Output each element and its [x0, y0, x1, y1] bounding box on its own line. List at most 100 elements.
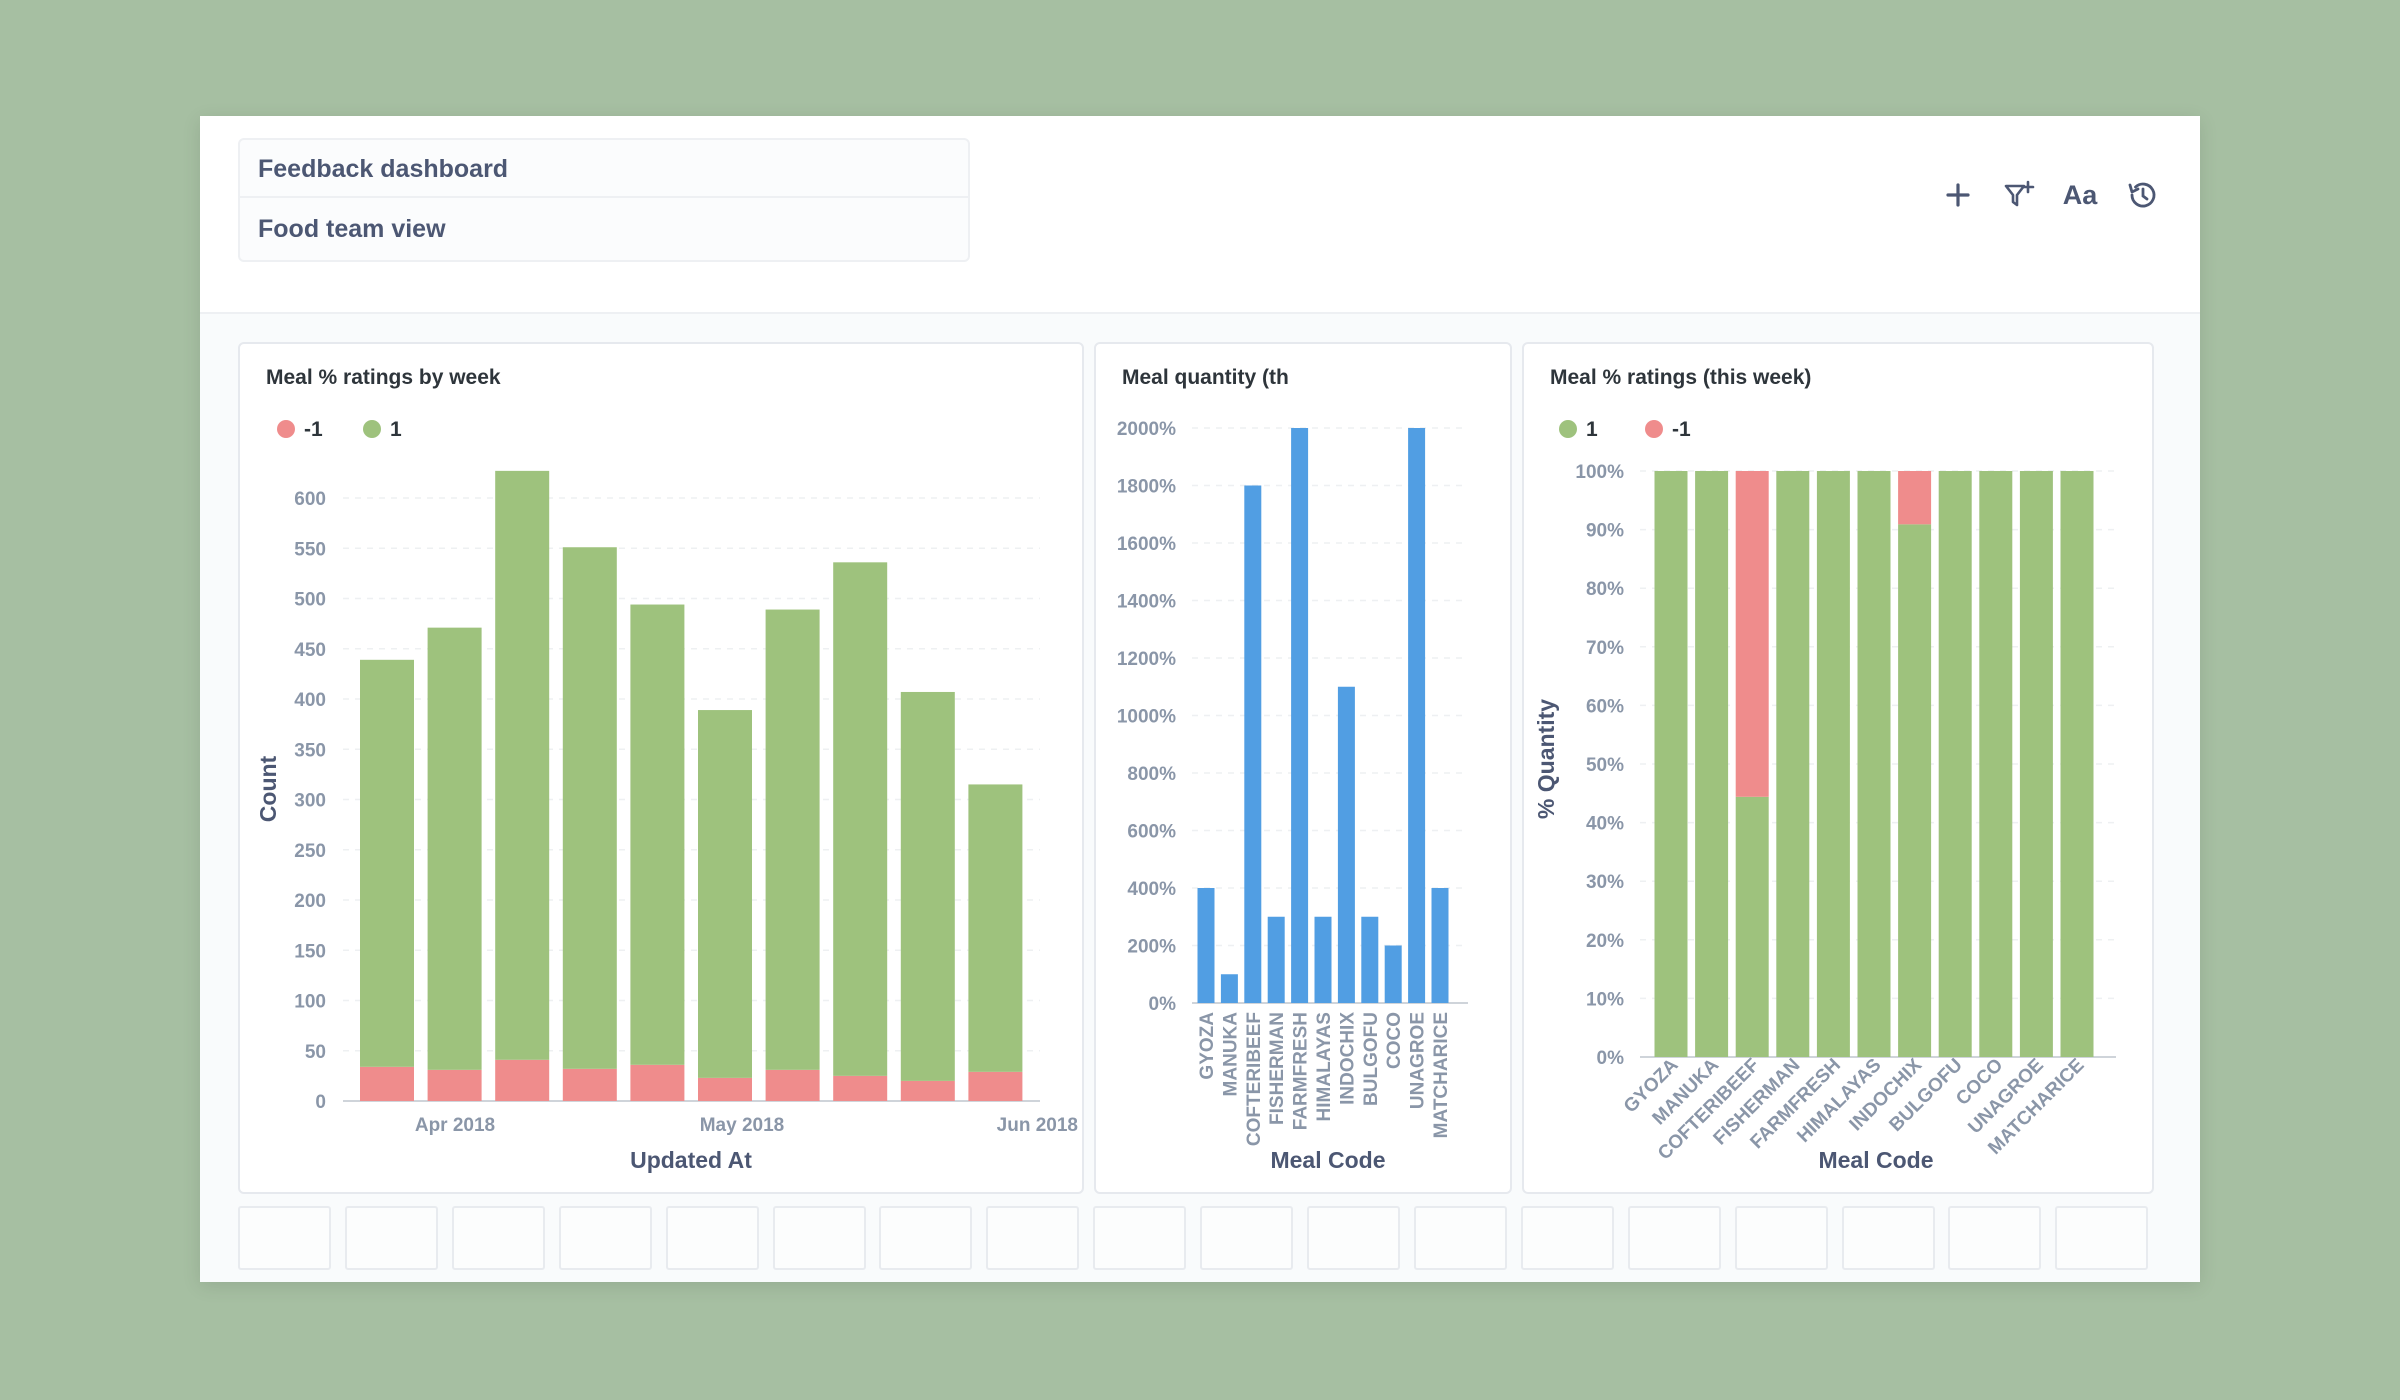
y-tick-label: 40%	[1586, 814, 1624, 835]
bar-segment	[968, 784, 1023, 1072]
empty-card-placeholder[interactable]	[451, 1206, 545, 1270]
empty-card-placeholder[interactable]	[665, 1206, 759, 1270]
bar-segment	[1979, 471, 2013, 1057]
bar-segment	[1735, 796, 1769, 1057]
bar-segment	[698, 710, 752, 1078]
x-tick-label: Apr 2018	[415, 1115, 495, 1136]
bar-segment	[360, 1066, 414, 1101]
legend-swatch	[1645, 420, 1663, 438]
y-axis-title: Count	[255, 755, 281, 822]
history-icon[interactable]	[2120, 173, 2164, 217]
bar-segment	[765, 609, 820, 1070]
x-tick-label: COFTERIBEEF	[1244, 1012, 1265, 1146]
y-tick-label: 1200%	[1117, 649, 1176, 670]
empty-card-placeholder[interactable]	[1200, 1206, 1294, 1270]
legend-swatch	[277, 420, 295, 438]
x-axis-title: Updated At	[630, 1147, 752, 1173]
x-tick-label: FARMFRESH	[1291, 1012, 1312, 1130]
legend-label: -1	[1672, 418, 1691, 441]
plus-icon[interactable]	[1936, 173, 1980, 217]
y-tick-label: 0%	[1149, 994, 1177, 1015]
empty-card-placeholder[interactable]	[1520, 1206, 1614, 1270]
chart-title: Meal % ratings by week	[266, 366, 501, 389]
bar	[1197, 888, 1215, 1003]
bar-segment	[427, 1069, 482, 1101]
y-tick-label: 450	[294, 640, 326, 661]
empty-card-placeholder[interactable]	[1093, 1206, 1187, 1270]
y-tick-label: 800%	[1127, 764, 1176, 785]
bar	[1314, 916, 1332, 1003]
y-tick-label: 0	[315, 1092, 326, 1113]
empty-card-placeholder[interactable]	[1841, 1206, 1935, 1270]
y-tick-label: 550	[294, 539, 326, 560]
x-tick-label: UNAGROE	[1408, 1012, 1429, 1109]
x-axis-title: Meal Code	[1270, 1147, 1385, 1173]
chart-card-ratings-this-week[interactable]: Meal % ratings (this week) 1 -1 0% 10% 20% 30…	[1522, 342, 2154, 1194]
text-icon[interactable]: Aa	[2062, 179, 2098, 210]
x-tick-label: FISHERMAN	[1267, 1012, 1288, 1125]
bar-segment	[2019, 471, 2053, 1057]
bar-segment	[1695, 471, 1729, 1057]
bar-segment	[1735, 471, 1769, 797]
bar-segment	[1938, 471, 1972, 1057]
dashboard-subtitle[interactable]: Food team view	[258, 215, 446, 243]
y-axis-title: % Quantity	[1533, 699, 1559, 819]
bar-segment	[2060, 471, 2094, 1057]
bar-segment	[630, 604, 685, 1065]
x-tick-label: May 2018	[700, 1115, 785, 1136]
y-tick-label: 30%	[1586, 872, 1624, 893]
y-tick-label: 2000%	[1117, 419, 1176, 440]
y-tick-label: 150	[294, 941, 326, 962]
legend-label: 1	[1586, 418, 1598, 441]
chart-title: Meal quantity (this week)	[1122, 366, 1290, 389]
empty-card-placeholder[interactable]	[558, 1206, 652, 1270]
bar	[1220, 974, 1238, 1003]
empty-card-placeholder[interactable]	[238, 1206, 331, 1270]
y-tick-label: 1000%	[1117, 707, 1176, 728]
chart-card-ratings-by-week[interactable]: Meal % ratings by week -1 1 0 50 100 150 200 25…	[238, 342, 1084, 1194]
bar	[1291, 428, 1309, 1003]
bar	[1337, 686, 1355, 1003]
empty-card-placeholder[interactable]	[1413, 1206, 1507, 1270]
bar-segment	[1654, 471, 1688, 1057]
dashboard-title[interactable]: Feedback dashboard	[240, 140, 968, 198]
bar-segment	[1776, 471, 1810, 1057]
empty-card-placeholder[interactable]	[772, 1206, 866, 1270]
empty-card-placeholder[interactable]	[2055, 1206, 2149, 1270]
bar-segment	[1898, 524, 1932, 1057]
y-tick-label: 70%	[1586, 638, 1624, 659]
bar-segment	[765, 1069, 820, 1101]
x-tick-label: Jun 2018	[997, 1115, 1078, 1136]
bar	[1244, 485, 1262, 1003]
bar	[1431, 888, 1449, 1003]
empty-card-placeholder[interactable]	[344, 1206, 438, 1270]
chart-ratings-by-week: -1 1 0 50 100 150 200 250 300 350 400 450 500 550 600 A…	[255, 418, 1078, 1173]
empty-card-placeholder[interactable]	[986, 1206, 1080, 1270]
y-tick-label: 250	[294, 841, 326, 862]
empty-card-placeholder[interactable]	[1627, 1206, 1721, 1270]
bar-segment	[833, 1075, 888, 1101]
dashboard-title-box[interactable]: Feedback dashboard Food team view	[238, 138, 970, 262]
chart-card-meal-quantity[interactable]: Meal quantity (this week) 0% 200% 400% 600%…	[1094, 342, 1512, 1194]
y-tick-label: 500	[294, 590, 326, 611]
bar-segment	[1816, 471, 1850, 1057]
bar-segment	[698, 1077, 752, 1101]
legend-label: -1	[304, 418, 323, 441]
y-tick-label: 50%	[1586, 755, 1624, 776]
empty-card-placeholder[interactable]	[1307, 1206, 1400, 1270]
empty-card-placeholder[interactable]	[1734, 1206, 1828, 1270]
y-tick-label: 350	[294, 740, 326, 761]
empty-card-placeholder[interactable]	[879, 1206, 973, 1270]
y-tick-label: 300	[294, 791, 326, 812]
dashboard-header: Feedback dashboard Food team view Aa	[200, 116, 2200, 314]
y-tick-label: 100%	[1575, 462, 1624, 483]
x-tick-label: INDOCHIX	[1337, 1012, 1358, 1105]
y-tick-label: 20%	[1586, 931, 1624, 952]
y-tick-label: 1600%	[1117, 534, 1176, 555]
y-tick-label: 1800%	[1117, 477, 1176, 498]
filter-icon[interactable]	[1997, 173, 2041, 217]
x-tick-label: COCO	[1384, 1012, 1405, 1069]
bar-segment	[495, 1059, 550, 1101]
bar-segment	[968, 1071, 1023, 1101]
empty-card-placeholder[interactable]	[1948, 1206, 2042, 1270]
